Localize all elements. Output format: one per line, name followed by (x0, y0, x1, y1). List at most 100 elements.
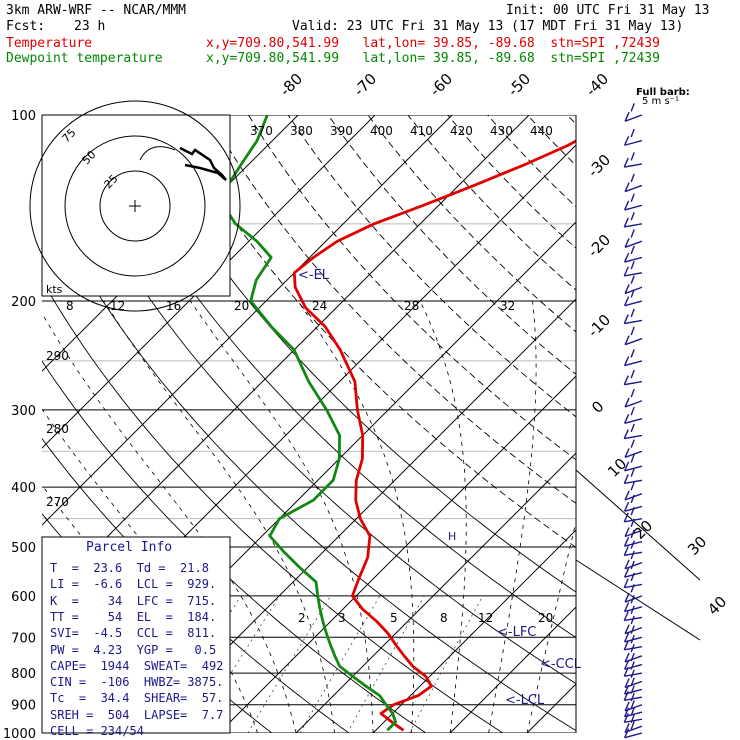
dry-adiabat (248, 115, 576, 461)
pressure-tick-label: 700 (11, 631, 36, 646)
isotherm-label: -30 (584, 151, 614, 181)
parcel-info-row: LI = -6.6 LCL = 929. (50, 577, 217, 592)
dry-adiabat (128, 115, 576, 593)
dewpoint-legend-label: Dewpoint temperature (6, 51, 163, 66)
isotherm-label: -40 (582, 70, 612, 100)
parcel-info-row: CIN = -106 HWBZ= 3875. (50, 675, 224, 690)
wind-barb (624, 229, 643, 248)
dry-adiabat (327, 115, 576, 375)
pressure-tick-label: 600 (11, 590, 36, 605)
parcel-info-row: T = 23.6 Td = 21.8 (50, 561, 209, 575)
isotherm-label: 30 (684, 533, 710, 559)
isotherm-line (218, 375, 576, 733)
isotherm-line (449, 606, 576, 733)
wind-barb (623, 721, 643, 739)
dry-adiabat (42, 279, 504, 733)
theta-low-label: 290 (46, 349, 69, 363)
wind-barb (623, 308, 643, 325)
isotherm-line (42, 115, 453, 526)
dry-adiabat (208, 115, 576, 504)
el-label: <-EL (298, 268, 330, 283)
hodograph-units: kts (46, 283, 63, 296)
theta-label: 370 (250, 124, 273, 138)
parcel-info-row: CELL = 234/54 (50, 724, 144, 738)
temperature-legend-label: Temperature (6, 36, 93, 51)
wind-barb (623, 454, 643, 472)
frame-diagonal (575, 559, 701, 641)
wind-barb (623, 128, 643, 146)
wind-barb (623, 661, 643, 677)
moist-adiabat (526, 519, 576, 733)
dry-adiabat (88, 115, 576, 639)
hodograph-ring (99, 170, 171, 242)
parcel-info-row: SVI= -4.5 CCL = 811. (50, 626, 217, 641)
hodograph-trace (179, 146, 227, 181)
isotherm-label: -50 (504, 70, 534, 100)
wind-barb (624, 550, 643, 570)
temperature-station-info: x,y=709.80,541.99 lat,lon= 39.85, -89.68… (206, 36, 660, 51)
parcel-info-row: TT = 54 EL = 184. (50, 609, 217, 624)
theta-label: 400 (370, 124, 393, 138)
moist-adiabat (297, 300, 415, 733)
theta-label: 380 (290, 124, 313, 138)
mixing-ratio-label: 32 (500, 299, 515, 313)
mixing-ratio-line (409, 595, 484, 733)
theta-low-label: 280 (46, 422, 69, 436)
theta-low-label: 270 (46, 495, 69, 509)
wind-barb (623, 423, 643, 440)
parcel-info-row: Tc = 34.4 SHEAR= 57. (50, 691, 224, 706)
isotherm-line (295, 452, 576, 733)
wind-barb (623, 677, 643, 695)
pressure-tick-label: 300 (11, 404, 36, 419)
h-label: H (448, 530, 456, 543)
isotherm-label: -20 (584, 231, 614, 261)
pressure-tick-label: 900 (11, 699, 36, 714)
mixing-ratio-label: 24 (312, 299, 327, 313)
parcel-info-row: CAPE= 1944 SWEAT= 492 (50, 658, 224, 673)
pressure-tick-label: 200 (11, 295, 36, 310)
wind-barb (623, 245, 643, 263)
wind-barb (624, 388, 643, 408)
isotherm-line (42, 115, 376, 449)
wind-barb (623, 468, 643, 485)
mixing-ratio-line (247, 595, 331, 733)
wind-barb (623, 260, 643, 277)
mixing-ratio-low-label: 12 (478, 611, 493, 625)
wind-barb (623, 289, 643, 307)
dry-adiabat (168, 115, 576, 548)
hodograph-ring (29, 100, 241, 312)
dewpoint-station-info: x,y=709.80,541.99 lat,lon= 39.85, -89.68… (206, 51, 660, 66)
theta-label: 440 (530, 124, 553, 138)
isotherm-line (141, 298, 576, 733)
mixing-ratio-low-label: 5 (390, 611, 398, 625)
dry-adiabat (48, 115, 576, 685)
pressure-tick-label: 1000 (3, 727, 36, 740)
mixing-ratio-label: 20 (234, 299, 249, 313)
wind-barbs (623, 103, 643, 739)
wind-barb (623, 211, 643, 228)
dry-adiabat (367, 115, 576, 333)
theta-label: 390 (330, 124, 353, 138)
dry-adiabat (487, 115, 576, 208)
pressure-tick-label: 500 (11, 541, 36, 556)
pressure-tick-label: 800 (11, 667, 36, 682)
dry-adiabat (447, 115, 576, 249)
dewpoint-trace (221, 115, 397, 732)
moist-adiabat (419, 300, 467, 733)
isotherm-label: -60 (426, 70, 456, 100)
mixing-ratio-label: 12 (110, 299, 125, 313)
wind-barb (624, 173, 643, 193)
wind-barb (624, 326, 643, 346)
isotherm-label: 0 (588, 397, 607, 416)
hodograph-ring (64, 135, 206, 277)
isotherm-line (42, 115, 530, 603)
barb-legend-title: Full barb: (636, 87, 690, 98)
parcel-info-box (41, 536, 231, 734)
moist-adiabat (488, 300, 537, 733)
init-time: Init: 00 UTC Fri 31 May 13 (506, 3, 710, 18)
moist-adiabat (189, 300, 374, 733)
dry-adiabat (42, 192, 576, 732)
mixing-ratio-label: 8 (66, 299, 74, 313)
mixing-ratio-low-label: 3 (338, 611, 346, 625)
